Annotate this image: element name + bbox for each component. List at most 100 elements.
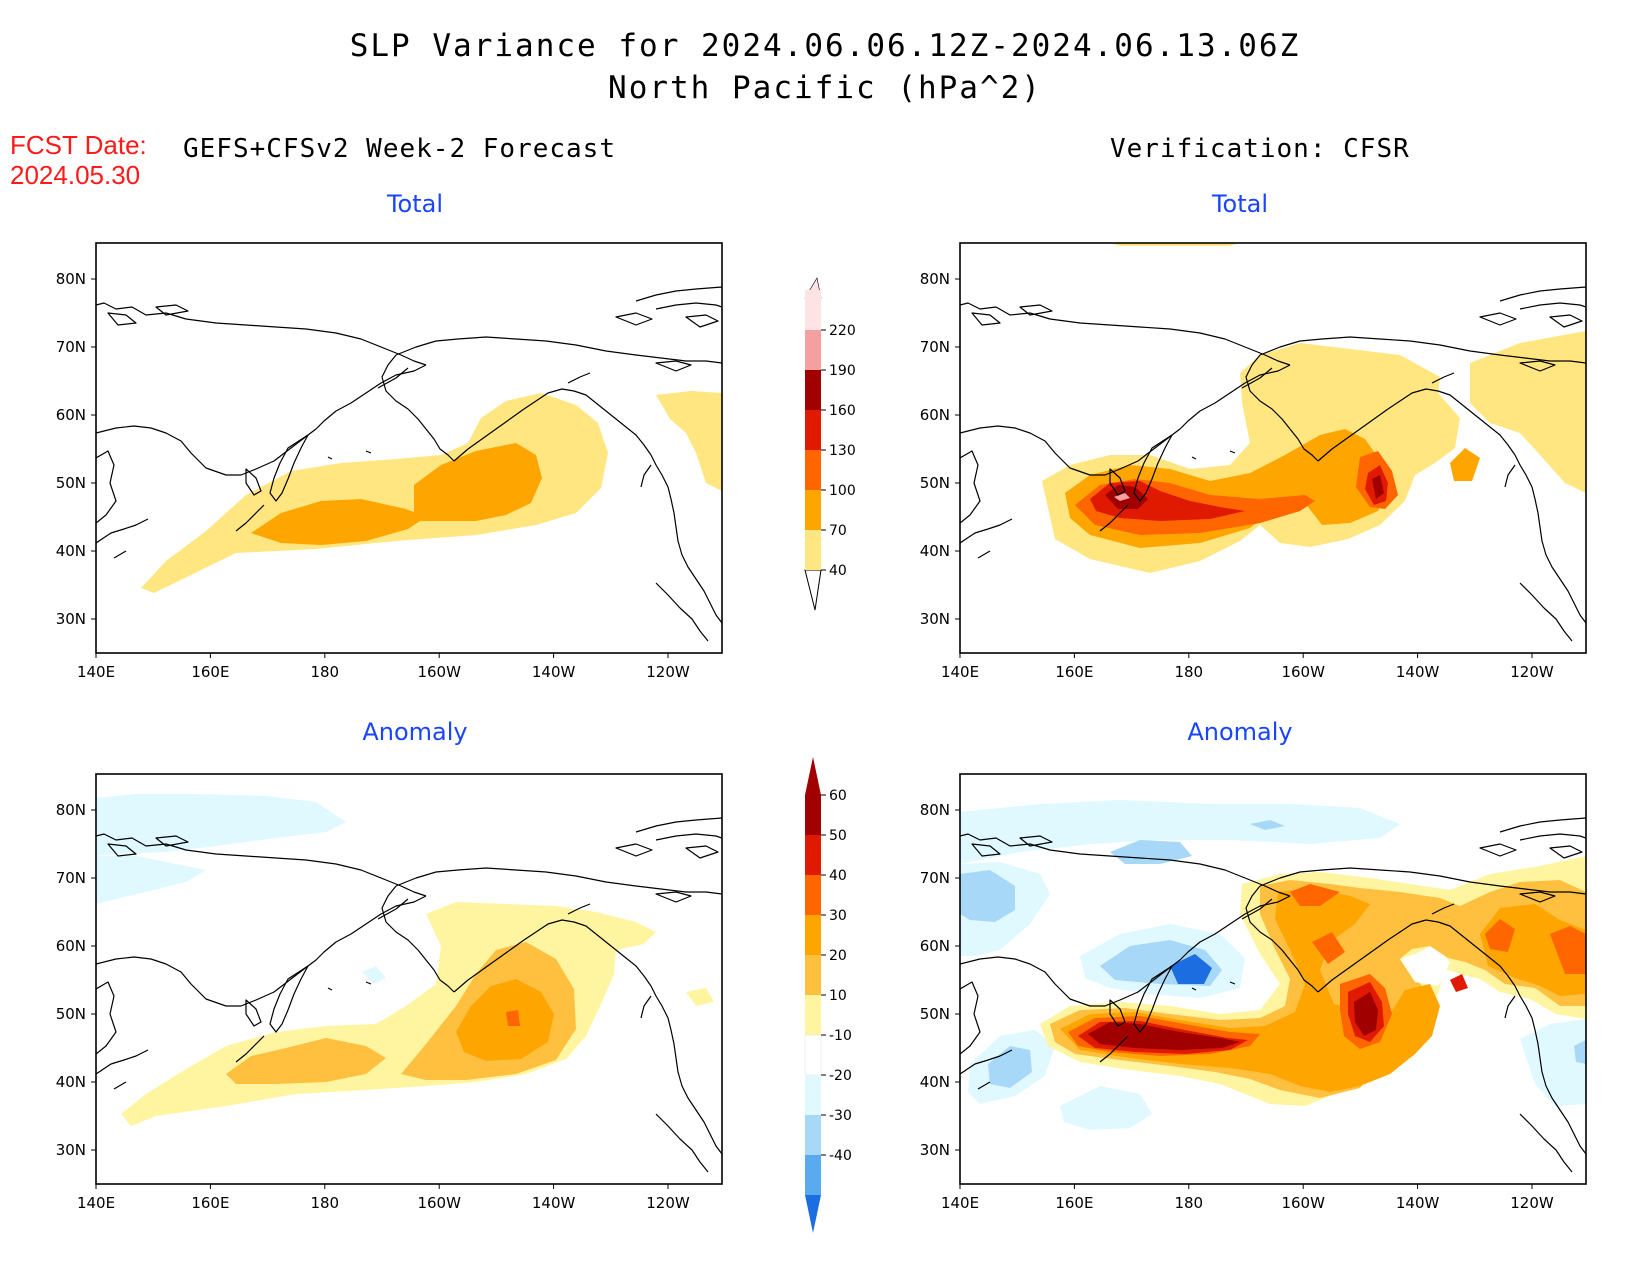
lat-tick-label: 50N [56, 474, 86, 492]
lon-tick-label: 120W [1510, 663, 1554, 681]
colorbar-total-swatch [805, 530, 821, 570]
colorbar-anomaly-swatch [805, 1155, 821, 1195]
fcst-date-block: FCST Date: 2024.05.30 [10, 130, 147, 190]
colorbar-anomaly-swatch [804, 1034, 822, 1076]
lon-tick-label: 160E [191, 663, 229, 681]
lat-tick-label: 80N [920, 270, 950, 288]
colorbar-total-label: 160 [829, 403, 856, 419]
colorbar-total-swatch [805, 410, 821, 450]
contour-20-verification-anomaly-mask [1400, 949, 1448, 986]
contour-70-forecast-total-east [414, 443, 542, 521]
lat-tick-label: 30N [920, 610, 950, 628]
colorbar-total-swatch [805, 330, 821, 370]
lat-tick-label: 30N [56, 1141, 86, 1159]
lat-tick-label: 50N [920, 1005, 950, 1023]
contour-60-verification-anomaly [1088, 1022, 1240, 1050]
lat-tick-label: 60N [920, 406, 950, 424]
contour-20-forecast-anomaly-west [226, 1038, 386, 1084]
colorbar-anomaly-swatch [805, 995, 821, 1035]
colorbar-total-label: 40 [829, 563, 847, 579]
lon-tick-label: 180 [310, 663, 339, 681]
lat-tick-label: 80N [920, 801, 950, 819]
lat-tick-label: 70N [56, 338, 86, 356]
map-verification-total [959, 242, 1587, 654]
colorbar-anomaly-swatch [805, 875, 821, 915]
axes-verification-anomaly: 140E 160E 180 160W 140W 120W 80N 70N 60N 50N 40N 30… [920, 801, 1554, 1212]
contour-70-forecast-total-west [251, 499, 426, 545]
lat-tick-label: 60N [920, 937, 950, 955]
colorbar-total-label: 70 [829, 523, 847, 539]
colorbar-total-swatch [805, 370, 821, 410]
contour-neg10-forecast-anomaly-side [96, 856, 206, 904]
colorbar-anomaly-label: -20 [829, 1068, 852, 1084]
fcst-date-value: 2024.05.30 [10, 160, 141, 190]
colorbar-total-swatch [805, 450, 821, 490]
colorbar-anomaly-label: 20 [829, 948, 847, 964]
map-verification-anomaly [959, 773, 1587, 1185]
contour-190-verification-total [1114, 493, 1130, 501]
lon-tick-label: 160E [1055, 663, 1093, 681]
lon-tick-label: 180 [1174, 663, 1203, 681]
colorbar-anomaly-label: 10 [829, 988, 847, 1004]
contour-60-verification-anomaly-east [1354, 992, 1378, 1036]
lon-tick-label: 120W [646, 1194, 690, 1212]
colorbar-total-label: 130 [829, 443, 856, 459]
lon-tick-label: 140W [532, 663, 576, 681]
contour-neg10-verification-anomaly-s [1060, 1086, 1152, 1130]
lon-tick-label: 160E [191, 1194, 229, 1212]
contour-40-forecast-total [141, 393, 608, 593]
contour-neg20-verification-anomaly-north2 [1250, 820, 1285, 830]
contour-50-verification-anomaly-small [1450, 974, 1468, 992]
lon-tick-label: 140W [1396, 1194, 1440, 1212]
lat-tick-label: 40N [920, 1073, 950, 1091]
map-forecast-total [95, 242, 723, 654]
colorbar-anomaly-swatch [805, 835, 821, 875]
lon-tick-label: 140W [532, 1194, 576, 1212]
contour-40-verification-anomaly-mid [1312, 932, 1345, 964]
contour-40-forecast-total-east [656, 391, 722, 491]
lat-tick-label: 80N [56, 801, 86, 819]
axes-forecast-anomaly: 140E 160E 180 160W 140W 120W 80N 70N 60N 50N 40N 30… [56, 801, 690, 1212]
colorbar-anomaly-label: 30 [829, 908, 847, 924]
panel-title-forecast-total: Total [386, 190, 444, 218]
colorbar-anomaly-label: -30 [829, 1108, 852, 1124]
lon-tick-label: 120W [646, 663, 690, 681]
contour-30-forecast-anomaly [456, 979, 554, 1061]
contour-neg20-verification-anomaly-north [1110, 840, 1192, 864]
contour-neg30-verification-anomaly [1170, 954, 1212, 984]
map-forecast-anomaly [95, 773, 723, 1185]
lat-tick-label: 70N [920, 869, 950, 887]
lon-tick-label: 160W [1281, 663, 1325, 681]
lon-tick-label: 160W [417, 1194, 461, 1212]
colorbar-anomaly-swatch [805, 955, 821, 995]
axes-verification-total: 140E 160E 180 160W 140W 120W 80N 70N 60N 50N 40N 30… [920, 270, 1554, 681]
panel-title-verification-total: Total [1211, 190, 1269, 218]
lat-tick-label: 40N [920, 542, 950, 560]
contour-40-verification-total-east [1470, 331, 1586, 493]
contour-160-verification-total-east [1372, 475, 1384, 499]
contour-40-verification-anomaly-right2 [1485, 919, 1515, 952]
main-subtitle: North Pacific (hPa^2) [608, 70, 1042, 106]
contour-10-forecast-anomaly-east [686, 988, 714, 1006]
lon-tick-label: 140E [941, 1194, 979, 1212]
colorbar-total-swatch [805, 290, 821, 330]
colorbar-total-label: 190 [829, 363, 856, 379]
lat-tick-label: 30N [920, 1141, 950, 1159]
colorbar-anomaly-label: -40 [829, 1148, 852, 1164]
contour-neg20-verification-anomaly-se [1574, 1040, 1586, 1064]
contour-neg10-verification-anomaly-se [1520, 1019, 1586, 1106]
lon-tick-label: 180 [310, 1194, 339, 1212]
contour-40-verification-anomaly-right [1550, 926, 1586, 974]
panel-title-verification-anomaly: Anomaly [1187, 718, 1293, 746]
lat-tick-label: 60N [56, 406, 86, 424]
main-title: SLP Variance for 2024.06.06.12Z-2024.06.… [349, 28, 1301, 64]
lat-tick-label: 40N [56, 1073, 86, 1091]
colorbar-total-label: 220 [829, 323, 856, 339]
colorbar-anomaly-swatch [805, 1075, 821, 1115]
colorbar-anomaly-label: -10 [829, 1028, 852, 1044]
lon-tick-label: 140E [941, 663, 979, 681]
colorbar-anomaly-lower-extension [805, 1195, 821, 1233]
lat-tick-label: 50N [920, 474, 950, 492]
colorbar-anomaly-swatch [805, 915, 821, 955]
lat-tick-label: 70N [56, 869, 86, 887]
